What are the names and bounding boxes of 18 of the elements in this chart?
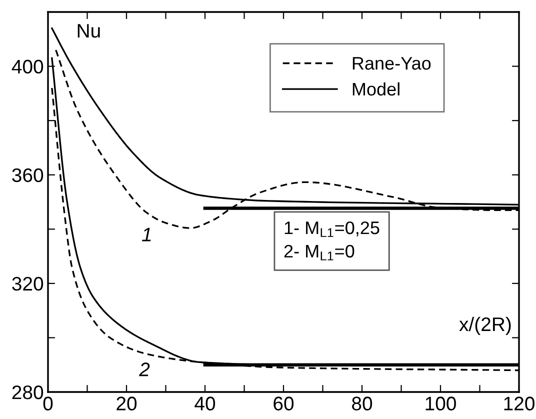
x-axis-title: x/(2R) <box>459 316 511 335</box>
legend-label: Rane-Yao <box>352 57 431 70</box>
annotation: 2 <box>139 362 150 376</box>
x-tick-label: 20 <box>116 396 137 410</box>
annotation: 1- M$_{L1}$=0,25 2- M$_{L1}$=0 <box>284 221 380 260</box>
y-axis-title: Nu <box>78 24 100 38</box>
x-tick-label: 40 <box>194 396 216 410</box>
y-tick-label: 280 <box>12 385 44 400</box>
x-tick-label: 60 <box>274 396 294 410</box>
annotation: 1 <box>142 228 151 242</box>
y-tick-label: 360 <box>12 168 44 182</box>
y-tick-label: 400 <box>12 60 44 74</box>
x-tick-label: 100 <box>426 396 456 410</box>
legend-label: Model <box>352 82 400 96</box>
y-tick-label: 320 <box>12 276 44 291</box>
x-tick-label: 120 <box>504 396 534 410</box>
x-tick-label: 80 <box>352 396 372 410</box>
x-tick-label: 0 <box>43 396 53 410</box>
